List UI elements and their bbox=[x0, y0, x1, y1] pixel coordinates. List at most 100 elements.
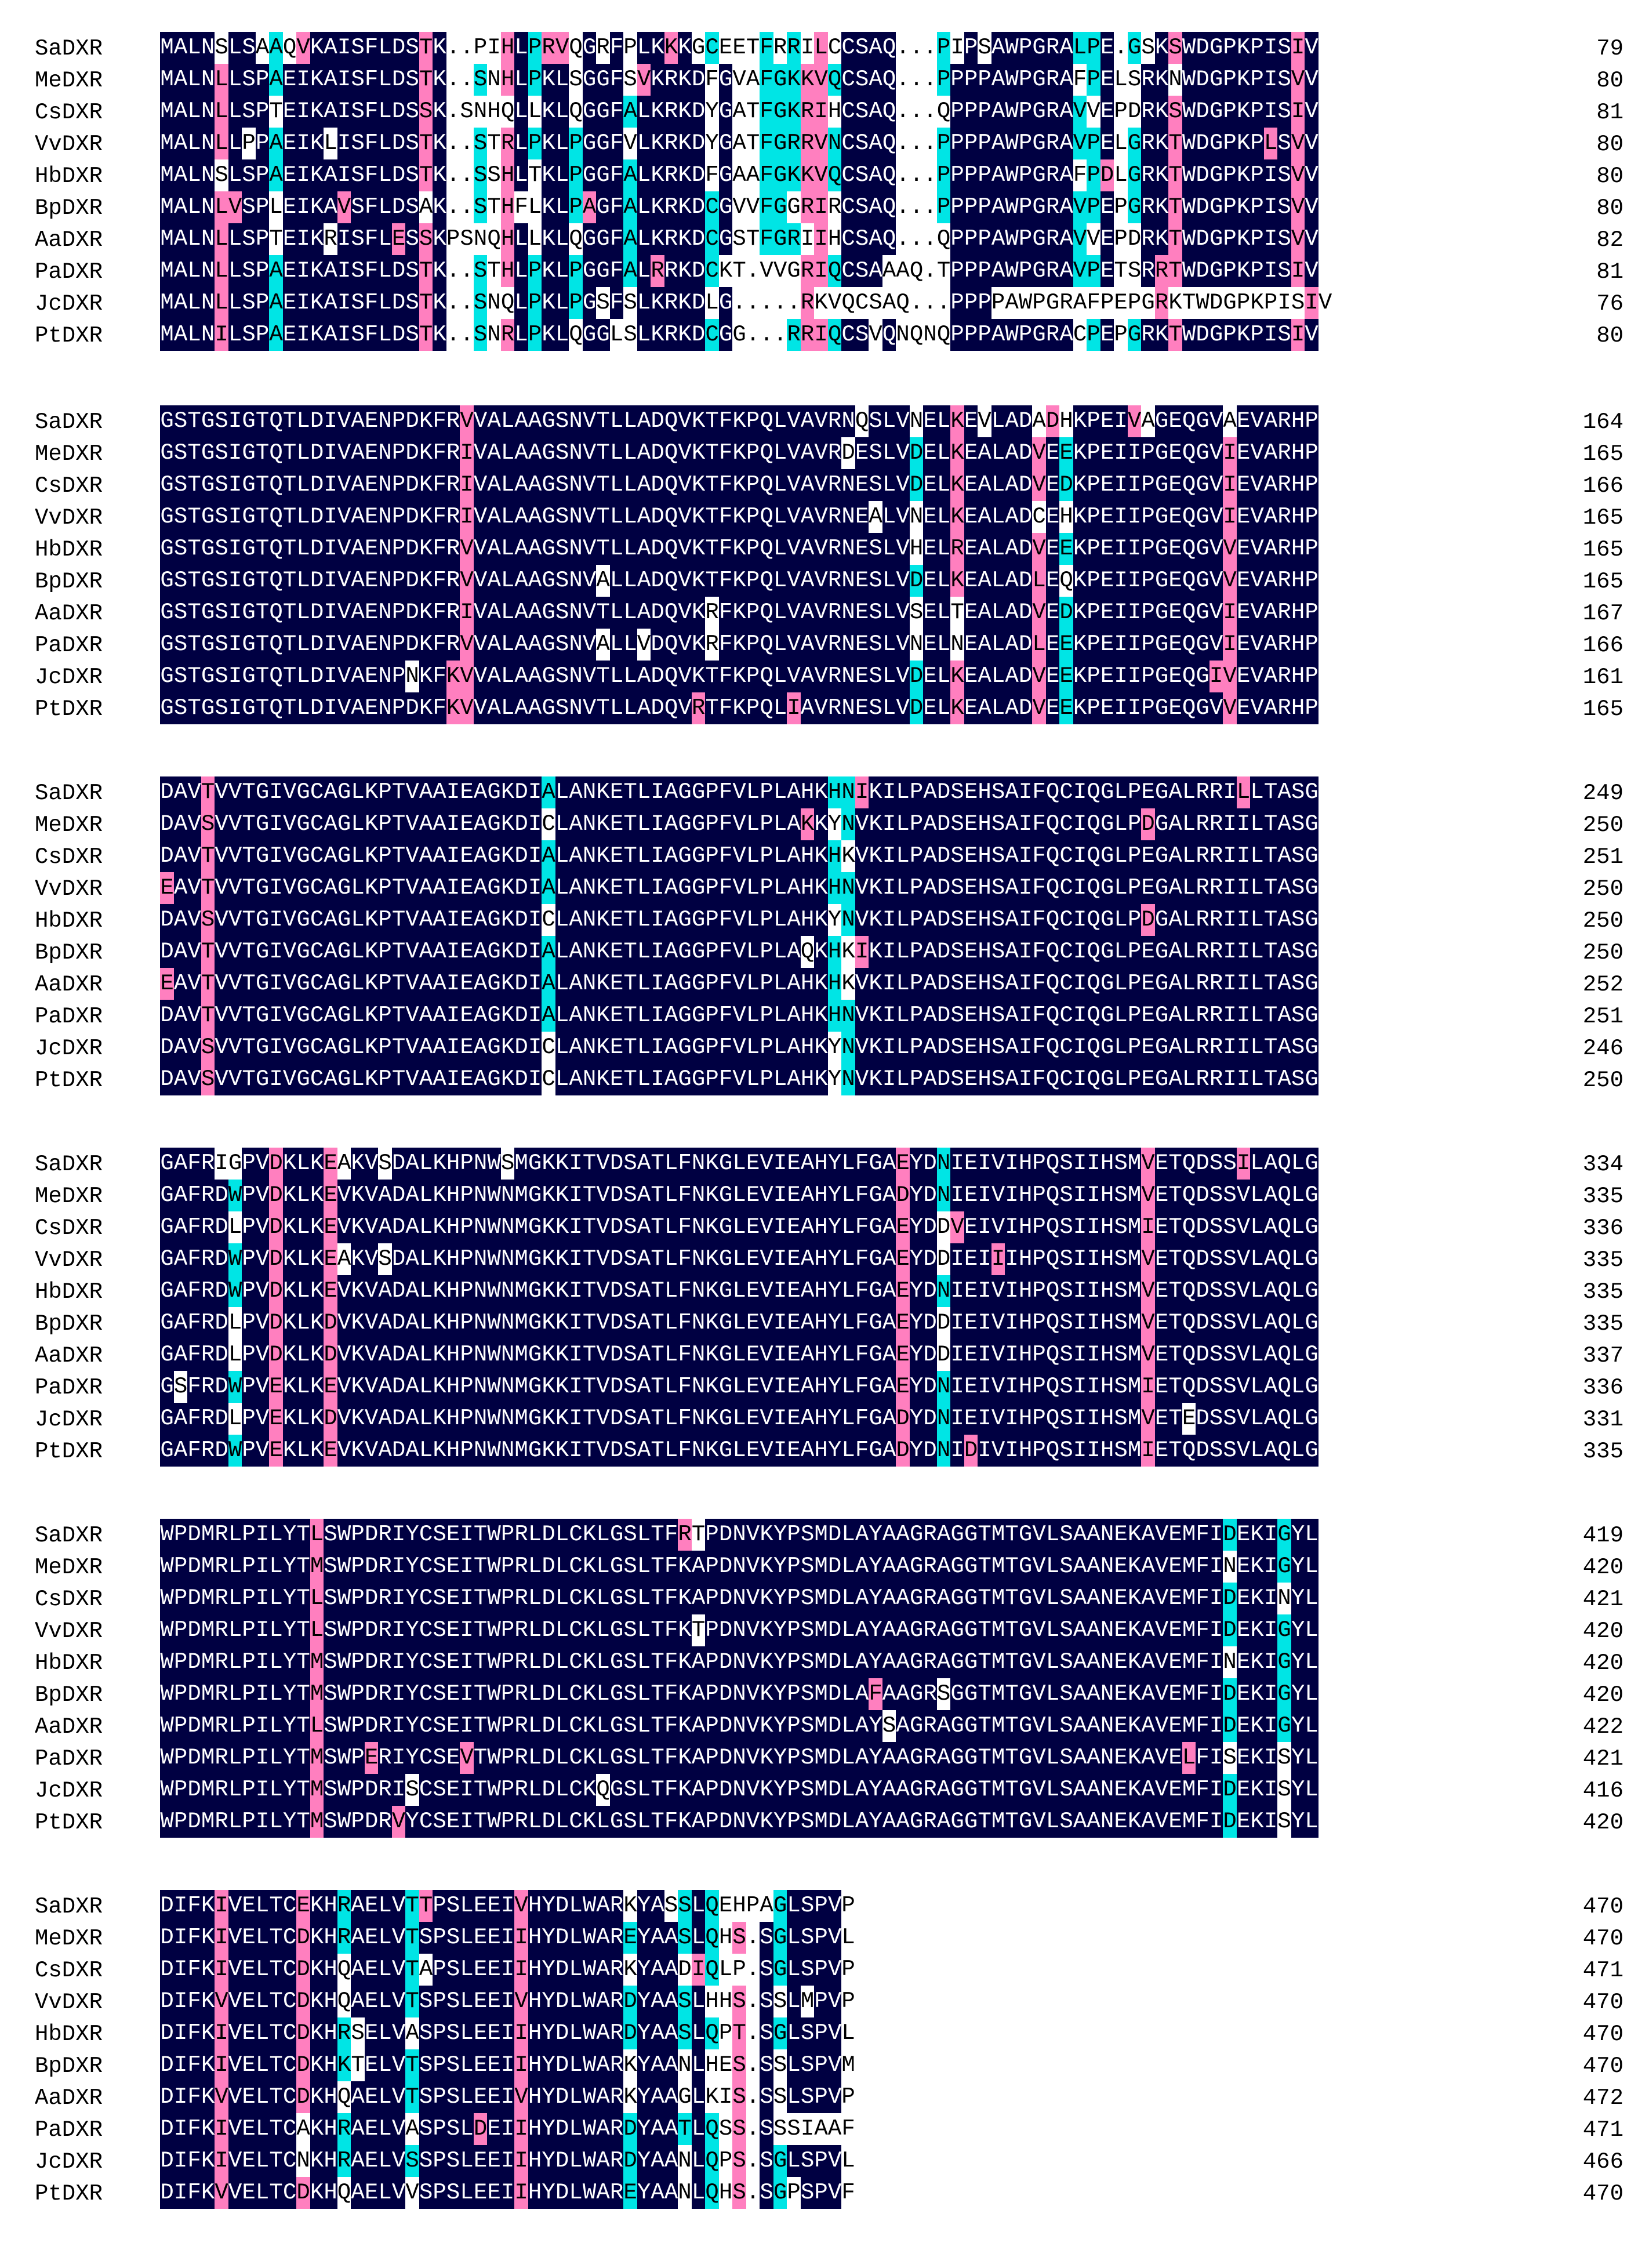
residue-cell: I bbox=[255, 1614, 270, 1646]
residue-cell: D bbox=[160, 2145, 175, 2177]
residue-cell: G bbox=[1209, 32, 1223, 64]
residue-cell: R bbox=[1209, 936, 1223, 968]
residue-cell: L bbox=[596, 1614, 611, 1646]
residue-cell: I bbox=[446, 1000, 460, 1032]
residue-cell: A bbox=[637, 1307, 651, 1339]
residue-cell: K bbox=[691, 437, 706, 469]
residue-cell: N bbox=[1223, 1551, 1237, 1583]
residue-cell: I bbox=[1223, 808, 1237, 840]
residue-cell: L bbox=[596, 1678, 611, 1710]
residue-cell: F bbox=[1196, 1806, 1210, 1838]
residue-cell: L bbox=[1182, 776, 1196, 808]
residue-cell: L bbox=[296, 1148, 311, 1180]
residue-cell: S bbox=[1223, 1180, 1237, 1211]
residue-cell: Q bbox=[1182, 1275, 1196, 1307]
residue-cell: L bbox=[555, 968, 569, 1000]
residue-cell: V bbox=[337, 1307, 351, 1339]
residue-cell: F bbox=[718, 776, 733, 808]
residue-cell: A bbox=[405, 1180, 420, 1211]
residue-cell: D bbox=[187, 1551, 202, 1583]
residue-cell: R bbox=[827, 437, 842, 469]
residue-cell: A bbox=[173, 1403, 188, 1435]
residue-cell: N bbox=[936, 1275, 951, 1307]
residue-cell: Y bbox=[773, 1519, 787, 1551]
residue-cell: C bbox=[855, 287, 869, 319]
residue-cell: K bbox=[542, 1403, 556, 1435]
residue-cell: P bbox=[787, 1614, 801, 1646]
residue-cell: D bbox=[555, 1890, 569, 1922]
residue-cell: Q bbox=[1045, 840, 1060, 872]
residue-cell: K bbox=[950, 692, 965, 724]
residue-cell: D bbox=[391, 191, 406, 223]
residue-cell: A bbox=[978, 501, 992, 533]
residue-cell: I bbox=[800, 32, 815, 64]
residue-cell: R bbox=[215, 1806, 229, 1838]
residue-cell: A bbox=[896, 1710, 910, 1742]
residue-cell: I bbox=[1209, 1646, 1223, 1678]
residue-cell: L bbox=[1182, 1032, 1196, 1064]
residue-cell: E bbox=[746, 1211, 760, 1243]
residue-cell: K bbox=[433, 159, 447, 191]
residue-cell: H bbox=[1018, 1275, 1033, 1307]
residue-cell: K bbox=[364, 1032, 379, 1064]
residue-cell: A bbox=[1087, 1614, 1101, 1646]
residue-cell: R bbox=[446, 565, 460, 597]
alignment-row: CsDXR W P D M R L P I L Y T L S W P D R I Y C S E I T W P R L D L C K L G S… bbox=[0, 1583, 1649, 1614]
residue-cell: V bbox=[337, 1435, 351, 1467]
alignment-block: SaDXR G A F R I G P V D K L K E A K V S D A L K H P N W S M G K K I T V D S… bbox=[0, 1148, 1649, 1472]
alignment-row: MeDXR G S T G S I G T Q T L D I V A E N P D K F R I V A L A A G S N V T L L… bbox=[0, 437, 1649, 469]
residue-cell: L bbox=[215, 223, 229, 255]
residue-cell: A bbox=[173, 840, 188, 872]
residue-cell: E bbox=[160, 968, 175, 1000]
residue-cell: K bbox=[419, 405, 433, 437]
residue-cell: L bbox=[773, 533, 787, 565]
residue-cell: Q bbox=[569, 32, 583, 64]
residue-cell: G bbox=[337, 1000, 351, 1032]
residue-cell: R bbox=[923, 1774, 938, 1806]
residue-cell: G bbox=[909, 1710, 924, 1742]
residue-cell: G bbox=[160, 533, 175, 565]
residue-cell: D bbox=[310, 629, 324, 661]
residue-cell: I bbox=[269, 1000, 284, 1032]
residue-cell: F bbox=[1032, 872, 1047, 904]
residue-cell: H bbox=[814, 1371, 829, 1403]
residue-cell: T bbox=[705, 469, 720, 501]
residue-cell: A bbox=[1263, 1435, 1278, 1467]
residue-cell: A bbox=[664, 2049, 678, 2081]
residue-cell: C bbox=[282, 1890, 297, 1922]
residue-cell: W bbox=[1005, 159, 1019, 191]
residue-cell: K bbox=[351, 1403, 365, 1435]
residue-cell: I bbox=[460, 1646, 474, 1678]
residue-cell: A bbox=[596, 1986, 611, 2017]
residue-cell: S bbox=[1277, 319, 1292, 351]
residue-cell: P bbox=[1223, 255, 1237, 287]
residue-cell: E bbox=[964, 1180, 978, 1211]
residue-cell: K bbox=[433, 96, 447, 128]
residue-cell: V bbox=[337, 661, 351, 692]
residue-cell: S bbox=[678, 1986, 692, 2017]
residue-cell: A bbox=[855, 1551, 869, 1583]
residue-cell: P bbox=[1114, 319, 1128, 351]
residue-cell: E bbox=[460, 968, 474, 1000]
residue-cell: N bbox=[936, 1180, 951, 1211]
residue-cell: G bbox=[201, 469, 215, 501]
residue-cell: P bbox=[1032, 1275, 1047, 1307]
residue-cell: A bbox=[787, 1032, 801, 1064]
residue-cell: S bbox=[1127, 64, 1142, 96]
residue-cell: V bbox=[760, 1339, 774, 1371]
residue-cell: Q bbox=[882, 191, 896, 223]
residue-cell: I bbox=[460, 437, 474, 469]
residue-cell: G bbox=[1154, 776, 1169, 808]
residue-cell: A bbox=[378, 1275, 393, 1307]
residue-cell: V bbox=[337, 1211, 351, 1243]
residue-cell: I bbox=[460, 1583, 474, 1614]
residue-cell: L bbox=[228, 1519, 242, 1551]
residue-cell: L bbox=[1250, 808, 1265, 840]
residue-cell: L bbox=[936, 565, 951, 597]
residue-cell: R bbox=[1045, 32, 1060, 64]
residue-cell: L bbox=[228, 1710, 242, 1742]
residue-cell: N bbox=[1100, 1710, 1114, 1742]
alignment-row: PtDXR D A V S V V T G I V G C A G L K P T V A A I E A G K D I C L A N K E T… bbox=[0, 1064, 1649, 1095]
residue-cell: . bbox=[446, 319, 460, 351]
residue-cell: E bbox=[1100, 565, 1114, 597]
